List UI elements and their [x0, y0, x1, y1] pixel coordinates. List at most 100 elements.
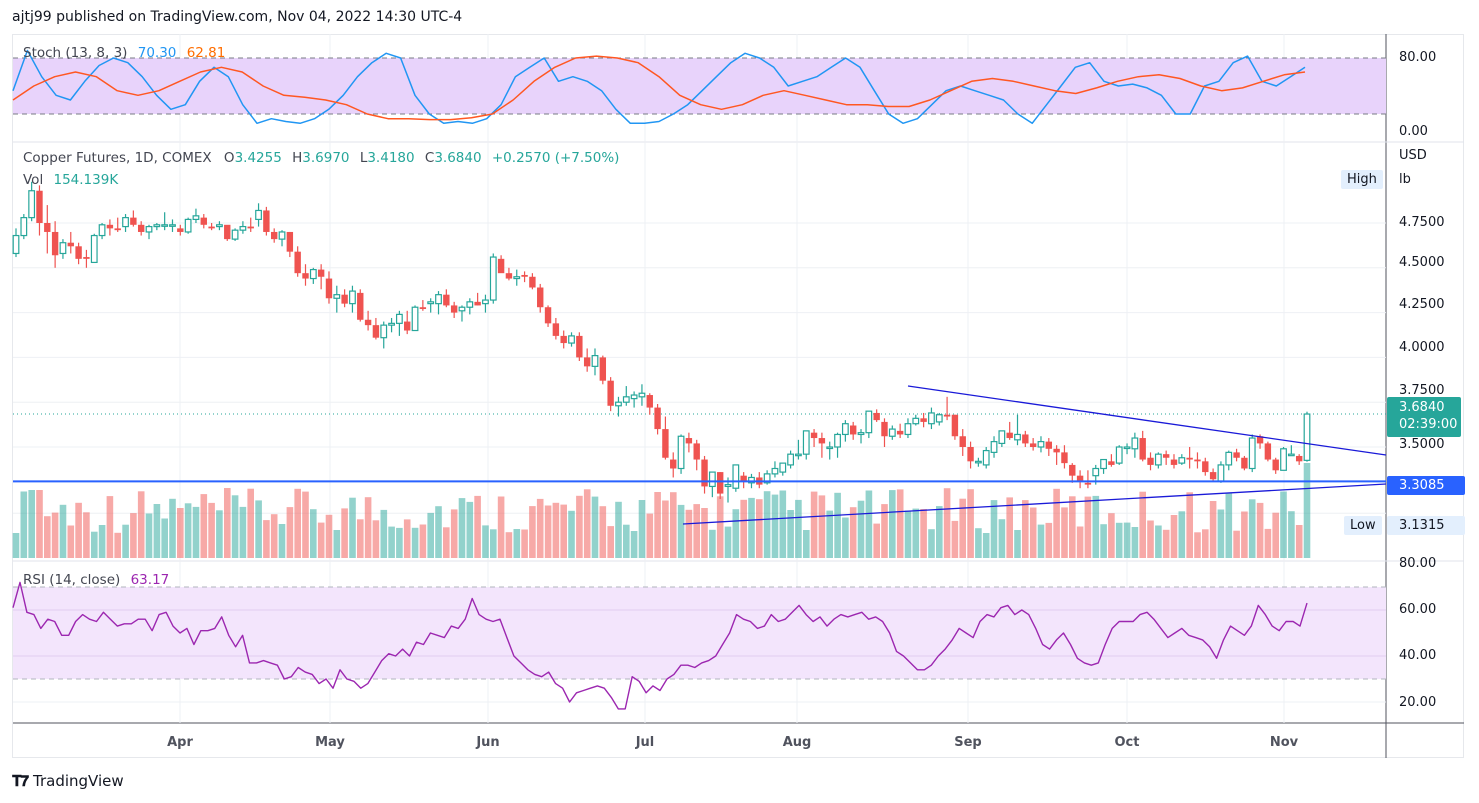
candle-body-up: [145, 225, 153, 233]
volume-bar: [544, 505, 552, 558]
volume-bar: [670, 492, 677, 558]
volume-bar: [513, 529, 521, 558]
candle-body-up: [513, 276, 521, 280]
candle-body-down: [1147, 457, 1154, 465]
candle-body-down: [67, 242, 74, 247]
current-price: 3.6840: [1399, 400, 1445, 415]
volume-bar: [1288, 511, 1295, 558]
candle-body-down: [646, 395, 653, 408]
volume-bar: [1225, 492, 1233, 558]
candle-body-up: [787, 453, 794, 466]
candle-body-down: [1186, 457, 1193, 460]
candle-body-down: [1264, 443, 1272, 460]
candle-body-up: [309, 268, 317, 280]
volume-bar: [795, 499, 802, 558]
volume-bar: [849, 507, 857, 558]
candle-body-up: [1178, 457, 1186, 464]
volume-bar: [145, 513, 153, 558]
candle-body-down: [294, 251, 301, 274]
rsi-legend: RSI (14, close) 63.17: [23, 572, 175, 588]
candle-body-up: [638, 392, 646, 398]
volume-bar: [865, 490, 873, 558]
volume-bar: [106, 496, 114, 558]
candle-body-down: [544, 307, 552, 324]
candle-body-up: [482, 299, 489, 305]
candle-body-down: [701, 459, 708, 487]
stoch-d-line: [12, 55, 1306, 121]
candle-body-down: [1108, 461, 1115, 465]
candle-body-up: [1248, 437, 1256, 470]
candle-body-up: [1123, 446, 1131, 450]
volume-bar: [990, 500, 998, 558]
candle-body-up: [333, 294, 341, 299]
volume-bar: [1100, 524, 1107, 558]
main-legend: Copper Futures, 1D, COMEX O3.4255 H3.697…: [23, 150, 625, 166]
volume-bar: [341, 508, 348, 558]
volume-bar: [1084, 496, 1092, 558]
price-tick: 4.2500: [1399, 297, 1445, 312]
candle-body-up: [1115, 446, 1123, 464]
candle-body-up: [998, 430, 1006, 445]
candle-body-up: [982, 449, 990, 466]
candle-body-down: [357, 292, 364, 320]
volume-bar: [130, 513, 137, 558]
volume-bar: [505, 532, 513, 558]
volume-bar: [28, 490, 35, 558]
candle-body-up: [771, 467, 779, 475]
volume-bar: [803, 530, 810, 558]
volume-bar: [83, 512, 90, 558]
volume-bar: [1108, 513, 1115, 558]
volume-bar: [1295, 525, 1303, 558]
candle-body-up: [724, 484, 732, 488]
volume-bar: [497, 496, 505, 558]
vol-value: 154.139K: [53, 172, 119, 188]
candle-body-up: [1287, 453, 1295, 457]
price-tick: 4.0000: [1399, 340, 1445, 355]
volume-bar: [114, 532, 121, 558]
candle-body-down: [317, 269, 325, 277]
candle-body-up: [169, 224, 176, 227]
candle-body-down: [896, 430, 904, 435]
candle-body-up: [935, 414, 943, 423]
current-price-tag: 3.6840 02:39:00: [1387, 397, 1461, 437]
candle-body-down: [36, 190, 43, 223]
volume-bar: [247, 488, 254, 558]
volume-bar: [599, 506, 607, 558]
volume-bar: [458, 498, 466, 558]
candle-body-up: [732, 464, 740, 489]
candle-body-down: [1053, 448, 1060, 453]
candle-body-down: [1209, 472, 1217, 480]
volume-bar: [623, 524, 630, 558]
candle-body-up: [1131, 437, 1139, 450]
volume-bar: [1241, 511, 1248, 558]
volume-bar: [239, 506, 247, 558]
volume-bar: [771, 494, 779, 558]
volume-bar: [44, 516, 51, 558]
tradingview-logo-icon: 𝐓𝟕: [12, 772, 29, 790]
candle-body-down: [404, 321, 411, 331]
candle-body-down: [951, 414, 959, 437]
low-value: 3.4180: [367, 150, 415, 166]
volume-bar: [1131, 527, 1139, 558]
volume-bar: [1155, 525, 1162, 558]
volume-bar: [1053, 488, 1060, 558]
candle-body-up: [1225, 451, 1233, 466]
tradingview-logo[interactable]: 𝐓𝟕 TradingView: [12, 772, 124, 790]
candle-body-up: [216, 224, 223, 228]
currency-label: USD: [1399, 148, 1427, 163]
candle-body-down: [364, 319, 372, 326]
candle-body-up: [630, 394, 638, 400]
candle-body-up: [28, 190, 36, 219]
rsi-label: RSI (14, close): [23, 572, 121, 588]
volume-bar: [607, 526, 614, 558]
candle-body-down: [1076, 475, 1084, 482]
candle-body-up: [904, 423, 912, 436]
volume-bar: [779, 490, 787, 558]
volume-bar: [904, 510, 912, 558]
volume-bar: [12, 533, 20, 558]
volume-bar: [1123, 522, 1131, 558]
rsi-tick: 60.00: [1399, 602, 1437, 617]
volume-bar: [1006, 497, 1013, 558]
candle-body-up: [974, 460, 982, 464]
